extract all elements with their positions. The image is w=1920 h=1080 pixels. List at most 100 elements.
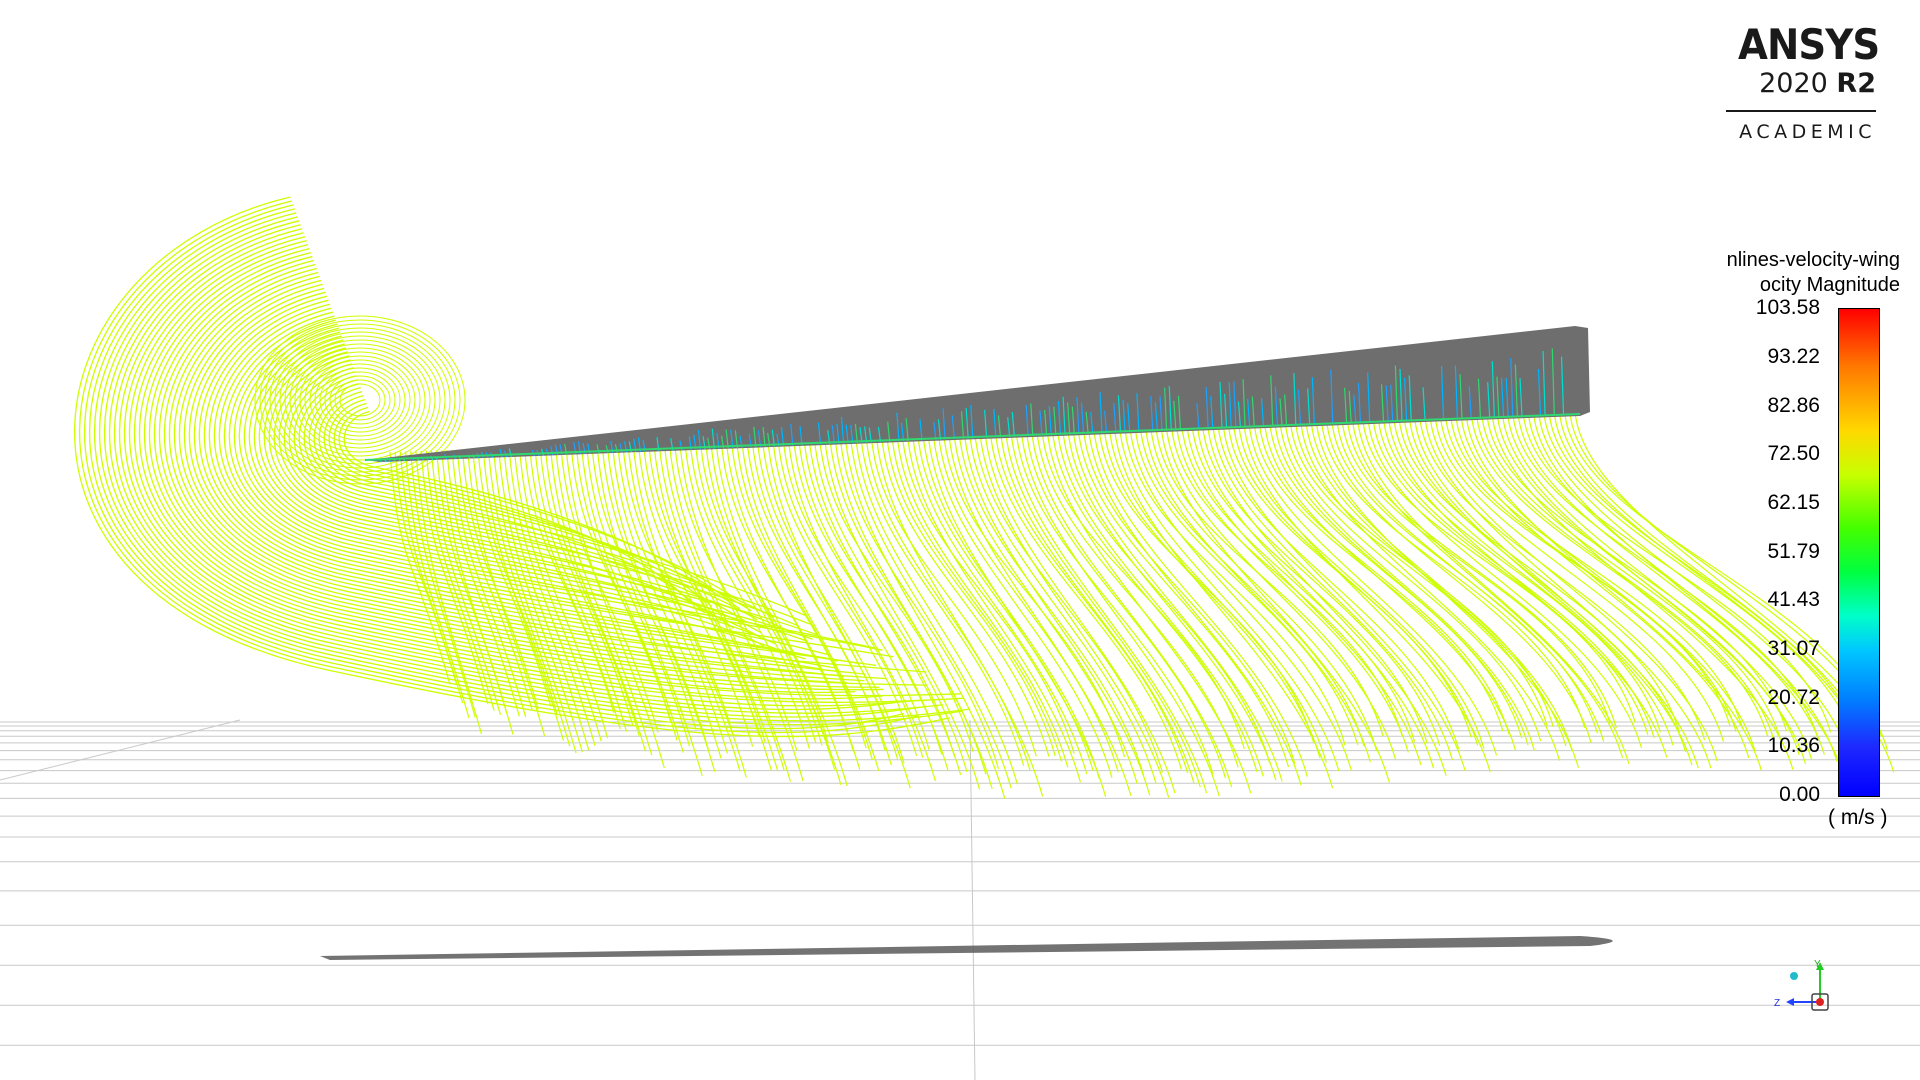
streamline bbox=[901, 433, 1075, 754]
streamline bbox=[243, 331, 776, 645]
legend-label: 93.22 bbox=[1767, 345, 1820, 368]
surface-streamline bbox=[845, 424, 849, 444]
streamline bbox=[1372, 417, 1649, 736]
surface-streamline bbox=[379, 460, 383, 463]
streamline bbox=[1393, 416, 1674, 746]
streamline bbox=[1098, 426, 1315, 743]
streamline bbox=[591, 444, 697, 730]
streamline bbox=[575, 445, 678, 741]
surface-streamline bbox=[1510, 358, 1514, 417]
grid-line bbox=[969, 719, 976, 1080]
streamline bbox=[824, 436, 981, 790]
streamline bbox=[549, 446, 647, 752]
streamline bbox=[1237, 422, 1485, 749]
streamline bbox=[1093, 427, 1308, 777]
surface-streamline bbox=[1297, 389, 1302, 426]
streamline bbox=[1517, 412, 1825, 755]
streamline bbox=[1320, 419, 1586, 728]
streamline bbox=[1005, 430, 1201, 788]
streamline bbox=[632, 443, 747, 778]
surface-streamline bbox=[1500, 377, 1505, 418]
streamline bbox=[223, 315, 786, 653]
surface-streamline bbox=[919, 419, 923, 441]
grid-line bbox=[0, 719, 241, 781]
streamline bbox=[834, 436, 993, 789]
surface-streamline bbox=[1408, 375, 1412, 421]
surface-streamline bbox=[1293, 373, 1297, 426]
surface-streamline bbox=[1270, 375, 1274, 427]
streamline bbox=[1134, 425, 1359, 746]
surface-streamline bbox=[970, 405, 974, 439]
streamline bbox=[1506, 412, 1813, 761]
legend-label: 62.15 bbox=[1767, 491, 1820, 514]
streamline bbox=[1403, 416, 1687, 753]
legend-label: 10.36 bbox=[1767, 734, 1820, 757]
streamline bbox=[278, 359, 734, 629]
streamline bbox=[534, 446, 628, 732]
legend-label: 103.58 bbox=[1755, 296, 1820, 319]
surface-streamline bbox=[411, 458, 415, 462]
streamline bbox=[1548, 411, 1863, 746]
streamline bbox=[855, 435, 1018, 785]
surface-streamline bbox=[1307, 388, 1311, 425]
surface-streamline bbox=[1399, 368, 1403, 422]
streamline bbox=[113, 228, 919, 707]
streamline bbox=[228, 319, 883, 651]
surface-streamline bbox=[1330, 369, 1334, 424]
streamline bbox=[1439, 414, 1731, 726]
isometric-view-icon[interactable] bbox=[1790, 972, 1798, 980]
streamline bbox=[849, 435, 1012, 789]
surface-streamline bbox=[1062, 396, 1066, 435]
surface-streamline bbox=[1353, 394, 1357, 424]
streamline bbox=[168, 271, 845, 678]
streamline bbox=[1108, 426, 1327, 763]
surface-streamline bbox=[993, 408, 997, 438]
streamline bbox=[653, 442, 773, 772]
streamline bbox=[1056, 428, 1264, 777]
streamline bbox=[309, 359, 411, 441]
surface-streamline bbox=[1514, 364, 1518, 417]
surface-streamline bbox=[384, 459, 388, 463]
streamline bbox=[865, 435, 1031, 771]
streamline bbox=[932, 432, 1113, 778]
legend-title-line1: nlines-velocity-wing bbox=[1726, 249, 1900, 271]
axis-triad[interactable]: Y Z bbox=[1772, 958, 1842, 1018]
surface-streamline bbox=[1122, 399, 1126, 433]
x-axis-dot-icon bbox=[1816, 998, 1824, 1006]
surface-streamline bbox=[1233, 381, 1237, 428]
streamline bbox=[1268, 420, 1523, 739]
surface-streamline bbox=[1173, 400, 1177, 431]
wing-body bbox=[365, 326, 1590, 462]
surface-streamline bbox=[1067, 402, 1071, 435]
surface-streamline bbox=[1044, 409, 1048, 436]
streamline bbox=[173, 275, 866, 675]
surface-streamline bbox=[1090, 412, 1094, 434]
surface-streamline bbox=[711, 428, 715, 449]
streamline bbox=[999, 430, 1195, 784]
logo-version: 2020 R2 bbox=[1726, 68, 1876, 100]
streamline bbox=[808, 437, 962, 776]
legend-title-line2: ocity Magnitude bbox=[1759, 274, 1900, 296]
streamline bbox=[1025, 429, 1227, 779]
legend-title: nlines-velocity-wing ocity Magnitude bbox=[1700, 248, 1900, 302]
surface-streamline bbox=[1136, 393, 1140, 432]
surface-streamline bbox=[540, 448, 545, 456]
streamline bbox=[1206, 423, 1447, 776]
streamline bbox=[1036, 429, 1239, 768]
streamline bbox=[560, 445, 659, 733]
streamline bbox=[715, 440, 848, 787]
streamline bbox=[118, 232, 965, 703]
streamline bbox=[751, 439, 892, 766]
streamline bbox=[1512, 412, 1819, 739]
streamline bbox=[259, 319, 461, 481]
surface-streamline bbox=[1477, 378, 1482, 419]
streamline bbox=[1450, 414, 1743, 729]
streamline bbox=[746, 439, 886, 751]
streamline bbox=[98, 216, 924, 718]
surface-streamline bbox=[1404, 377, 1408, 422]
streamline bbox=[720, 440, 855, 752]
streamline bbox=[694, 441, 823, 746]
surface-streamline bbox=[780, 427, 785, 447]
